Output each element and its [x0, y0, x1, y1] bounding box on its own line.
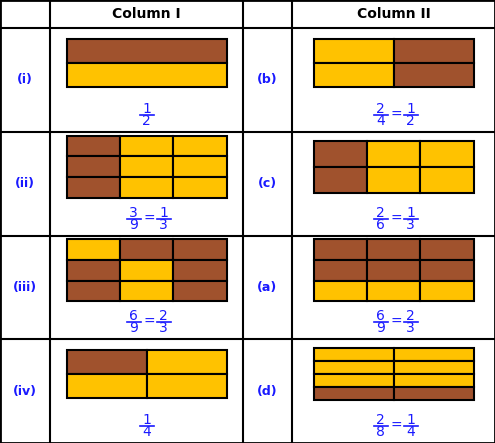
Bar	[66, 63, 227, 87]
Text: =: =	[144, 211, 155, 225]
Bar	[394, 387, 474, 400]
Bar	[147, 374, 227, 398]
Bar	[420, 140, 474, 167]
Bar	[367, 281, 420, 301]
Text: (i): (i)	[17, 74, 33, 86]
Text: 2: 2	[376, 206, 385, 219]
Bar	[313, 260, 367, 281]
Bar	[147, 350, 227, 374]
Bar	[173, 177, 227, 198]
Bar	[367, 167, 420, 193]
Text: 1: 1	[159, 206, 168, 219]
Text: 1: 1	[142, 102, 151, 116]
Bar	[66, 350, 147, 374]
Bar	[173, 156, 227, 177]
Bar	[313, 39, 394, 63]
Bar	[313, 348, 394, 361]
Text: 2: 2	[159, 309, 168, 323]
Bar	[420, 281, 474, 301]
Text: 1: 1	[406, 206, 415, 219]
Bar	[367, 260, 420, 281]
Text: 9: 9	[129, 218, 138, 232]
Text: =: =	[391, 315, 402, 329]
Bar	[367, 239, 420, 260]
Text: 3: 3	[406, 321, 415, 335]
Text: 3: 3	[129, 206, 138, 219]
Bar	[66, 39, 227, 63]
Text: 4: 4	[142, 425, 151, 439]
Bar	[66, 281, 120, 301]
Bar	[66, 239, 120, 260]
Bar	[313, 387, 394, 400]
Bar	[66, 374, 147, 398]
Bar	[313, 281, 367, 301]
Bar	[420, 239, 474, 260]
Text: 3: 3	[159, 218, 168, 232]
Text: 2: 2	[376, 102, 385, 116]
Bar	[313, 361, 394, 374]
Bar	[120, 281, 173, 301]
Bar	[394, 39, 474, 63]
Text: (c): (c)	[258, 177, 277, 190]
Text: 6: 6	[376, 218, 385, 232]
Text: 3: 3	[406, 218, 415, 232]
Bar	[313, 239, 367, 260]
Text: 1: 1	[406, 413, 415, 427]
Text: 2: 2	[406, 114, 415, 128]
Text: (iii): (iii)	[13, 281, 37, 294]
Text: 4: 4	[406, 425, 415, 439]
Bar	[66, 260, 120, 281]
Text: =: =	[391, 108, 402, 122]
Bar	[66, 136, 120, 156]
Bar	[120, 260, 173, 281]
Text: (d): (d)	[257, 385, 278, 398]
Text: 2: 2	[142, 114, 151, 128]
Bar	[420, 260, 474, 281]
Bar	[313, 63, 394, 87]
Bar	[173, 260, 227, 281]
Bar	[313, 167, 367, 193]
Text: 4: 4	[376, 114, 385, 128]
Text: 2: 2	[406, 309, 415, 323]
Text: (ii): (ii)	[15, 177, 35, 190]
Text: 3: 3	[159, 321, 168, 335]
Bar	[120, 177, 173, 198]
Text: (iv): (iv)	[13, 385, 37, 398]
Bar	[173, 239, 227, 260]
Text: 2: 2	[376, 413, 385, 427]
Text: 9: 9	[129, 321, 138, 335]
Text: 6: 6	[376, 309, 385, 323]
Bar	[313, 140, 367, 167]
Bar	[120, 156, 173, 177]
Text: 1: 1	[406, 102, 415, 116]
Bar	[173, 281, 227, 301]
Text: 6: 6	[129, 309, 138, 323]
Text: (b): (b)	[257, 74, 278, 86]
Text: 1: 1	[142, 413, 151, 427]
Bar	[173, 136, 227, 156]
Bar	[120, 239, 173, 260]
Text: 8: 8	[376, 425, 385, 439]
Bar	[66, 177, 120, 198]
Bar	[367, 140, 420, 167]
Text: Column II: Column II	[356, 7, 430, 21]
Bar	[420, 167, 474, 193]
Text: 9: 9	[376, 321, 385, 335]
Bar	[66, 156, 120, 177]
Text: =: =	[144, 315, 155, 329]
Bar	[313, 374, 394, 387]
Text: (a): (a)	[257, 281, 278, 294]
Bar	[120, 136, 173, 156]
Text: =: =	[391, 211, 402, 225]
Bar	[394, 361, 474, 374]
Text: =: =	[391, 419, 402, 433]
Bar	[394, 348, 474, 361]
Text: Column I: Column I	[112, 7, 181, 21]
Bar	[394, 374, 474, 387]
Bar	[394, 63, 474, 87]
